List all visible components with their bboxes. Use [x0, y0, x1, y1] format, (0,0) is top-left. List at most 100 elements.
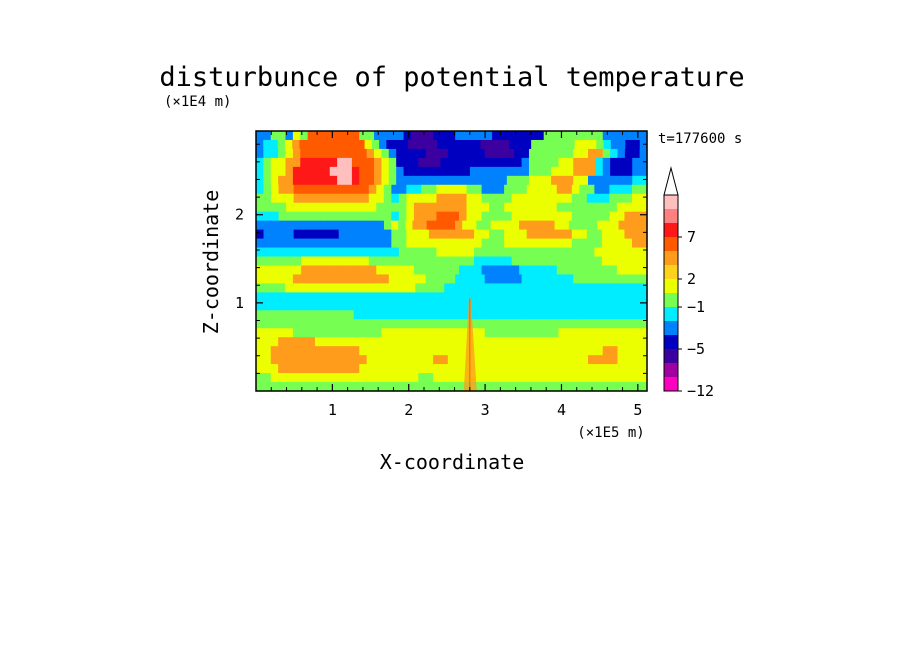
- x-tick-label: 3: [481, 401, 490, 419]
- field-cell: [489, 265, 498, 276]
- colorbar-swatch: [664, 321, 678, 336]
- field-cell: [587, 319, 596, 329]
- field-cell: [601, 265, 610, 276]
- field-cell: [398, 382, 407, 392]
- field-cell: [440, 220, 449, 231]
- field-cell: [410, 355, 419, 365]
- field-cell: [412, 220, 421, 231]
- field-cell: [299, 283, 308, 293]
- field-cell: [465, 283, 474, 293]
- field-cell: [556, 202, 565, 213]
- field-cell: [624, 175, 633, 186]
- field-cell: [316, 202, 325, 213]
- field-cell: [278, 175, 287, 186]
- field-cell: [381, 328, 390, 338]
- field-cell: [601, 211, 610, 222]
- field-cell: [514, 148, 523, 159]
- field-cell: [443, 229, 453, 240]
- field-cell: [436, 229, 445, 240]
- field-cell: [344, 337, 353, 347]
- field-cell: [496, 184, 505, 195]
- field-cell: [639, 229, 648, 240]
- x-axis-title: X-coordinate: [380, 450, 525, 474]
- field-cell: [573, 301, 582, 311]
- field-cell: [541, 310, 550, 320]
- field-cell: [381, 364, 390, 374]
- field-cell: [271, 256, 280, 267]
- field-cell: [286, 238, 295, 249]
- field-cell: [455, 175, 464, 186]
- field-cell: [594, 265, 603, 276]
- field-cell: [547, 220, 556, 231]
- field-cell: [391, 256, 400, 267]
- field-cell: [271, 238, 280, 249]
- field-cell: [316, 265, 325, 276]
- field-cell: [477, 355, 486, 365]
- colorbar-swatch: [664, 307, 678, 322]
- field-cell: [323, 211, 332, 222]
- field-cell: [440, 337, 449, 347]
- field-cell: [433, 175, 442, 186]
- field-cell: [481, 265, 490, 276]
- field-cell: [534, 256, 543, 267]
- field-cell: [418, 337, 427, 347]
- field-cell: [514, 131, 523, 141]
- field-cell: [323, 238, 332, 249]
- field-cell: [480, 139, 489, 150]
- field-cell: [383, 202, 392, 213]
- field-cell: [602, 337, 611, 347]
- field-cell: [263, 355, 272, 365]
- field-cell: [639, 319, 648, 329]
- field-cell: [580, 373, 589, 383]
- field-cell: [391, 310, 400, 320]
- field-cell: [263, 319, 272, 329]
- field-cell: [595, 355, 604, 365]
- field-cell: [256, 184, 265, 195]
- field-cell: [474, 184, 483, 195]
- field-cell: [451, 193, 460, 204]
- field-cell: [604, 220, 613, 231]
- field-cell: [383, 229, 392, 240]
- field-cell: [610, 301, 619, 311]
- field-cell: [573, 131, 582, 141]
- field-cell: [455, 364, 464, 374]
- field-cell: [342, 283, 351, 293]
- field-cell: [271, 382, 280, 392]
- field-cell: [558, 175, 567, 186]
- field-cell: [586, 211, 595, 222]
- colorbar-label: −5: [687, 340, 705, 358]
- field-cell: [285, 364, 294, 374]
- field-cell: [579, 247, 588, 258]
- field-cell: [511, 229, 520, 240]
- field-cell: [564, 211, 573, 222]
- field-cell: [514, 373, 523, 383]
- field-cell: [271, 310, 280, 320]
- field-cell: [383, 265, 392, 276]
- field-cell: [602, 131, 611, 141]
- field-cell: [528, 274, 537, 285]
- field-cell: [609, 310, 618, 320]
- field-cell: [549, 184, 558, 195]
- field-cell: [499, 292, 508, 302]
- field-cell: [624, 193, 633, 204]
- field-cell: [519, 265, 528, 276]
- field-cell: [490, 220, 499, 231]
- field-cell: [565, 337, 574, 347]
- field-cell: [558, 292, 567, 302]
- field-cell: [351, 346, 360, 356]
- field-cell: [308, 229, 317, 240]
- field-cell: [462, 274, 471, 285]
- field-cell: [602, 292, 611, 302]
- field-cell: [528, 328, 537, 338]
- field-cell: [285, 373, 294, 383]
- field-cell: [594, 382, 603, 392]
- field-cell: [425, 364, 434, 374]
- field-cell: [366, 373, 375, 383]
- field-cell: [293, 265, 302, 276]
- field-cell: [368, 247, 377, 258]
- field-cell: [511, 247, 520, 258]
- field-cell: [413, 184, 423, 195]
- field-cell: [353, 229, 362, 240]
- field-cell: [534, 193, 543, 204]
- field-cell: [632, 131, 641, 141]
